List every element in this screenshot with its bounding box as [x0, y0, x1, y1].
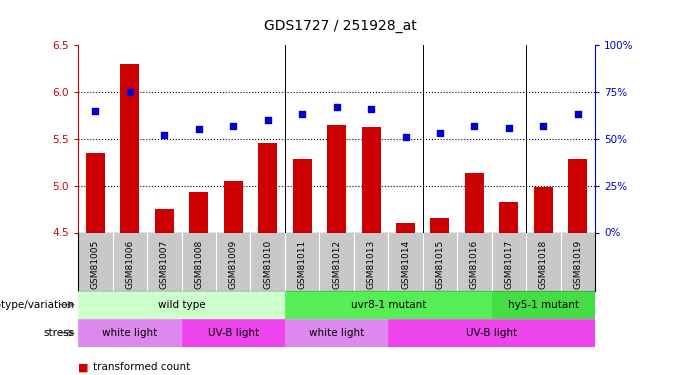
Text: GSM81017: GSM81017: [505, 240, 513, 289]
Point: [331, 104, 342, 110]
Bar: [362, 128, 381, 232]
Bar: [285, 291, 492, 319]
Text: GSM81014: GSM81014: [401, 240, 410, 289]
Text: GSM81009: GSM81009: [228, 240, 238, 289]
Point: [159, 132, 170, 138]
Bar: [285, 319, 388, 347]
Text: GSM81019: GSM81019: [573, 240, 582, 289]
Point: [435, 130, 445, 136]
Text: GSM81006: GSM81006: [125, 240, 135, 289]
Bar: [78, 291, 285, 319]
Bar: [492, 291, 595, 319]
Bar: [388, 319, 595, 347]
Bar: [534, 188, 553, 232]
Point: [90, 108, 101, 114]
Text: GSM81005: GSM81005: [91, 240, 100, 289]
Text: GSM81012: GSM81012: [332, 240, 341, 289]
Point: [366, 106, 377, 112]
Point: [538, 123, 549, 129]
Text: UV-B light: UV-B light: [207, 328, 259, 338]
Text: genotype/variation: genotype/variation: [0, 300, 75, 310]
Bar: [224, 181, 243, 232]
Point: [262, 117, 273, 123]
Bar: [430, 218, 449, 232]
Text: GDS1727 / 251928_at: GDS1727 / 251928_at: [264, 19, 416, 33]
Text: GSM81011: GSM81011: [298, 240, 307, 289]
Point: [573, 111, 583, 117]
Text: GSM81007: GSM81007: [160, 240, 169, 289]
Bar: [499, 202, 518, 232]
Bar: [396, 223, 415, 232]
Bar: [292, 159, 311, 232]
Bar: [78, 319, 182, 347]
Bar: [86, 153, 105, 232]
Point: [503, 124, 514, 130]
Text: GSM81016: GSM81016: [470, 240, 479, 289]
Point: [469, 123, 480, 129]
Text: GSM81015: GSM81015: [435, 240, 445, 289]
Text: GSM81018: GSM81018: [539, 240, 548, 289]
Text: UV-B light: UV-B light: [466, 328, 517, 338]
Text: GSM81013: GSM81013: [367, 240, 375, 289]
Bar: [465, 173, 484, 232]
Bar: [327, 124, 346, 232]
Bar: [120, 64, 139, 232]
Bar: [182, 319, 285, 347]
Text: white light: white light: [102, 328, 158, 338]
Point: [193, 126, 204, 132]
Bar: [568, 159, 588, 232]
Bar: [258, 144, 277, 232]
Text: white light: white light: [309, 328, 364, 338]
Text: stress: stress: [44, 328, 75, 338]
Bar: [189, 192, 208, 232]
Text: uvr8-1 mutant: uvr8-1 mutant: [351, 300, 426, 310]
Text: GSM81010: GSM81010: [263, 240, 272, 289]
Point: [296, 111, 307, 117]
Text: transformed count: transformed count: [93, 363, 190, 372]
Bar: [155, 209, 174, 232]
Text: wild type: wild type: [158, 300, 205, 310]
Text: GSM81008: GSM81008: [194, 240, 203, 289]
Point: [124, 89, 135, 95]
Point: [400, 134, 411, 140]
Text: ■: ■: [78, 363, 92, 372]
Text: hy5-1 mutant: hy5-1 mutant: [508, 300, 579, 310]
Point: [228, 123, 239, 129]
